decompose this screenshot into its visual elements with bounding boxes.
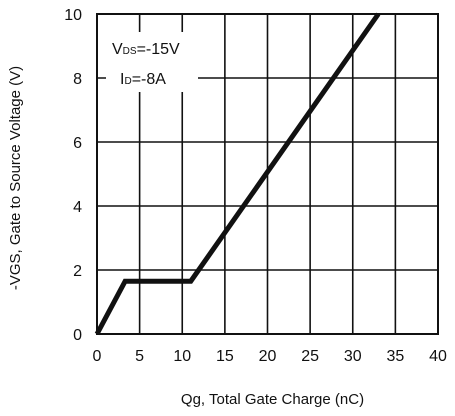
y-tick-label: 4 [73,199,82,216]
annotation-vds-rest: =-15V [137,41,180,58]
annotation-vds: VDS=-15V [112,41,180,58]
y-tick-label: 6 [73,135,82,152]
annotation-background [106,32,198,92]
y-tick-labels: 0 2 4 6 8 10 [64,7,82,344]
x-tick-label: 35 [386,348,404,365]
x-axis-label: Qg, Total Gate Charge (nC) [181,391,364,408]
x-tick-label: 10 [173,348,191,365]
x-tick-label: 30 [344,348,362,365]
annotation-vds-main: V [112,41,123,58]
x-tick-label: 5 [135,348,144,365]
plot-frame [96,13,439,335]
series-group [94,12,381,336]
y-tick-label: 0 [73,327,82,344]
annotation-vds-sub: DS [123,46,137,57]
x-tick-label: 40 [429,348,447,365]
x-tick-label: 15 [216,348,234,365]
annotation-id-main: I [120,71,124,88]
x-tick-labels: 0 5 10 15 20 25 30 35 40 [93,348,447,365]
y-tick-label: 10 [64,7,82,24]
annotation-id-rest: =-8A [132,71,167,88]
x-tick-label: 25 [301,348,319,365]
y-tick-label: 2 [73,263,82,280]
x-tick-label: 0 [93,348,102,365]
annotation-id: ID=-8A [120,71,166,88]
y-tick-label: 8 [73,71,82,88]
series-line [94,12,381,336]
x-tick-label: 20 [259,348,277,365]
annotation-id-sub: D [124,76,131,87]
y-axis-label: -VGS, Gate to Source Voltage (V) [7,66,24,290]
